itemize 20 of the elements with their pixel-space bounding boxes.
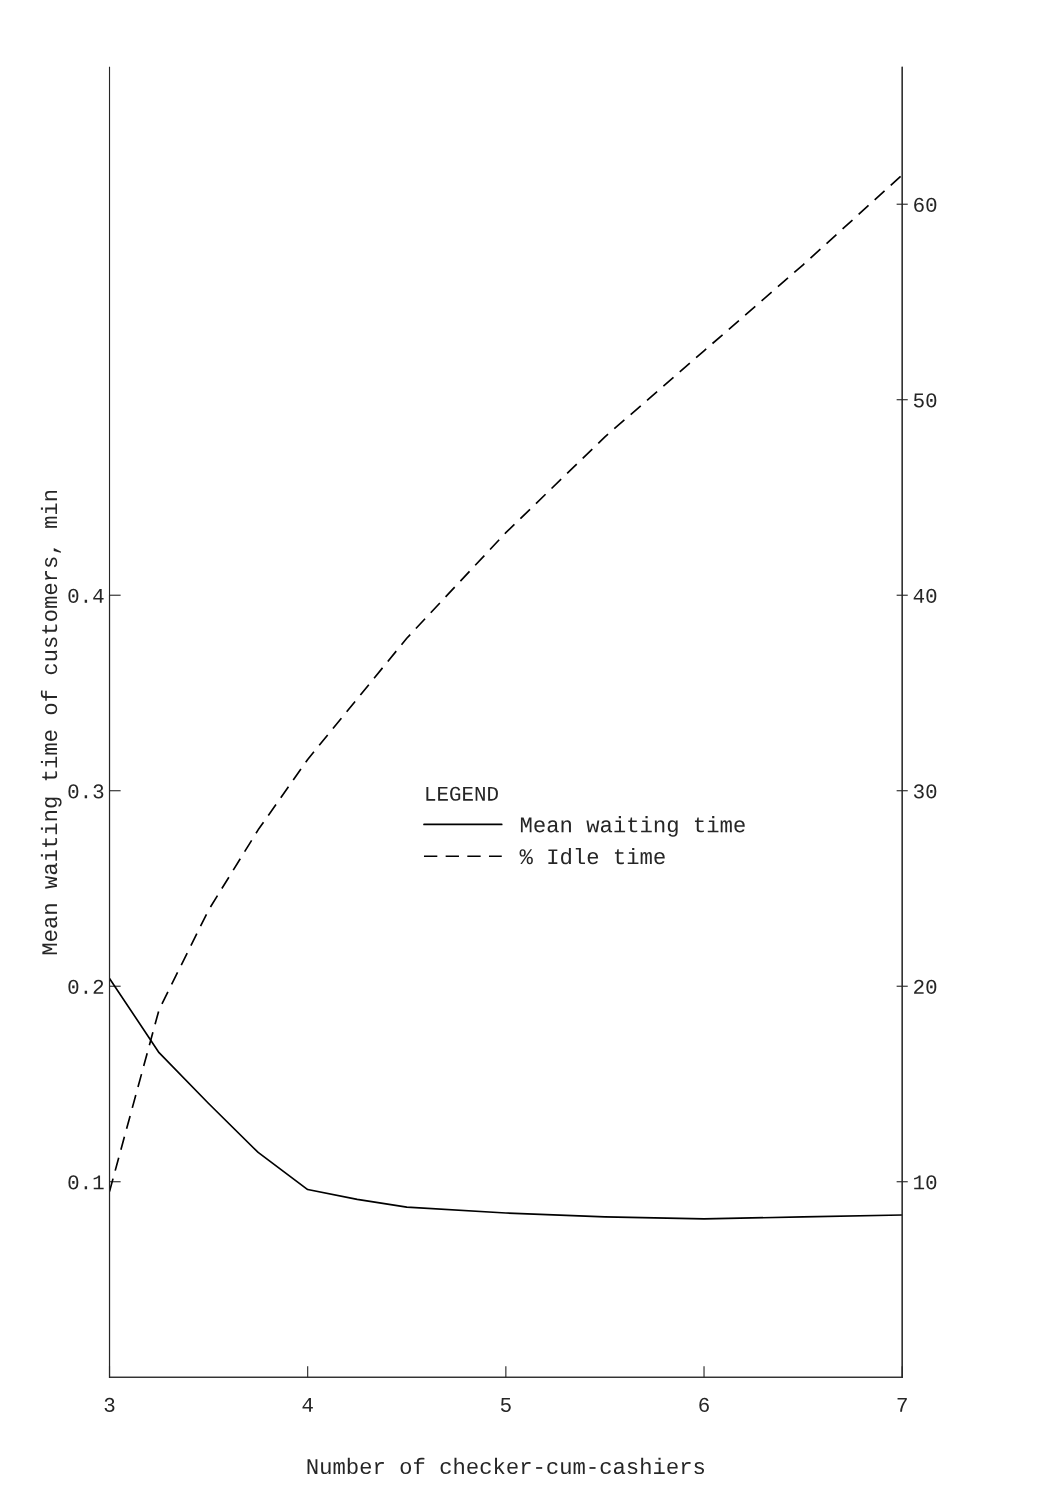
y-axis-title: Mean waiting time of customers, min [40, 490, 62, 955]
y-tick-label: 0.3 [68, 784, 104, 799]
y-tick-label: 0.2 [68, 979, 104, 994]
x-tick-label: 3 [104, 1397, 115, 1412]
legend-title: LEGEND [426, 786, 498, 801]
y2-tick-label: 20 [914, 979, 937, 994]
y2-tick-label: 40 [913, 588, 937, 603]
x-tick-label: 4 [302, 1398, 313, 1412]
legend-label: Mean waiting time [520, 816, 745, 837]
legend-label: % Idle time [519, 847, 665, 865]
x-axis-title: Number of checker-cum-cashiers [307, 1457, 705, 1475]
y-tick-label: 0.1 [68, 1175, 104, 1190]
x-tick-label: 7 [897, 1398, 907, 1412]
x-tick-label: 5 [500, 1398, 511, 1412]
y2-tick-label: 50 [913, 393, 937, 408]
y-tick-label: 0.4 [68, 588, 104, 603]
y2-tick-label: 10 [914, 1175, 937, 1190]
y2-tick-label: 30 [913, 784, 937, 799]
x-tick-label: 6 [699, 1397, 709, 1412]
y2-tick-label: 60 [914, 197, 937, 212]
